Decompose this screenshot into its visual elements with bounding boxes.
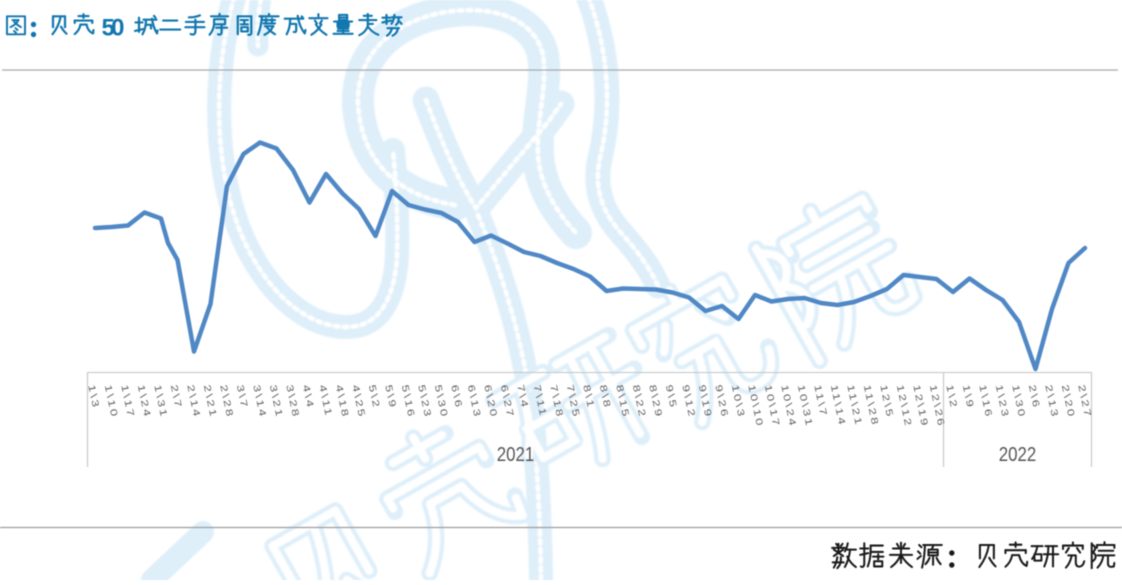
svg-text:5\2: 5\2 [366, 384, 381, 410]
svg-text:2\6: 2\6 [1026, 384, 1041, 410]
svg-text:2022: 2022 [999, 443, 1037, 466]
svg-text:1\2: 1\2 [944, 384, 959, 410]
svg-text:2\7: 2\7 [168, 384, 183, 410]
svg-text:7\4: 7\4 [515, 384, 530, 410]
svg-text:9\5: 9\5 [663, 384, 678, 410]
svg-text:8\1: 8\1 [581, 384, 596, 410]
svg-text:1\3: 1\3 [86, 384, 101, 410]
svg-text:5\9: 5\9 [383, 384, 398, 410]
svg-text:50: 50 [102, 15, 125, 42]
svg-text:2021: 2021 [497, 443, 535, 466]
svg-text:8\8: 8\8 [597, 384, 612, 410]
svg-text:1\9: 1\9 [960, 384, 975, 410]
svg-text:4\4: 4\4 [300, 384, 315, 410]
svg-text:3\7: 3\7 [234, 384, 249, 410]
svg-text:6\6: 6\6 [449, 384, 464, 410]
